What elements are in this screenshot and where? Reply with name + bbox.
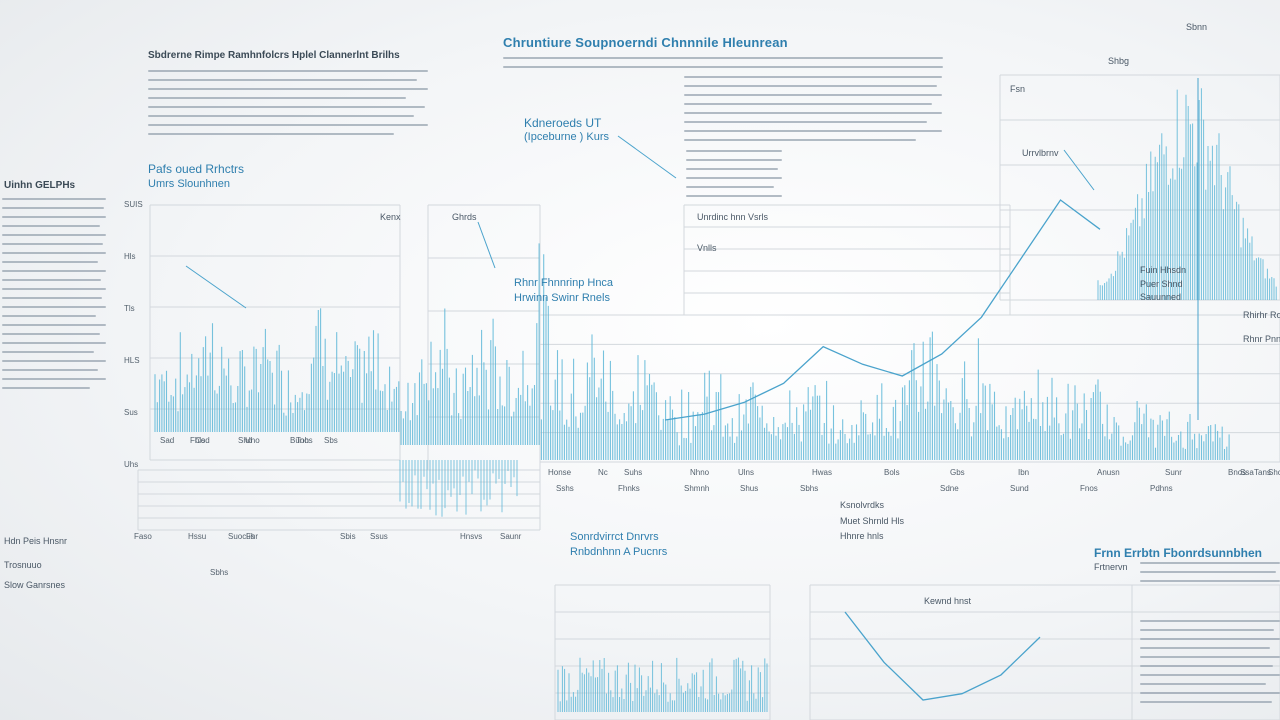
x-tick-label: Anusn xyxy=(1097,468,1120,477)
bottom-mid-sub: Rnbdnhnn A Pucnrs xyxy=(570,546,668,558)
top-right-label: Sbnn xyxy=(1186,22,1208,32)
paragraph-main xyxy=(503,57,943,75)
x-tick-label: Ibn xyxy=(1018,468,1030,477)
x-tick-label: Sshs xyxy=(556,484,574,493)
fsn-label: Fsn xyxy=(1010,84,1026,94)
left-ghrds-label: Ghrds xyxy=(452,212,477,222)
paragraph-left xyxy=(148,70,428,142)
x-tick-label: Fhr xyxy=(246,532,258,541)
x-tick-label: Shus xyxy=(740,484,759,493)
right-tiny-label-2: Rhnr Pnn xyxy=(1243,334,1280,344)
x-tick-label: Tans xyxy=(1254,468,1271,477)
bottom-mid-title: Sonrdvirrct Dnrvrs xyxy=(570,531,659,543)
x-tick-label: Ssa xyxy=(1240,468,1254,477)
y-tick-label: SUIS xyxy=(124,200,143,209)
x-tick-label: Nc xyxy=(598,468,608,477)
x-tick-label: Shcs xyxy=(1268,468,1280,477)
bundle-label: Unrdinc hnn Vsrls xyxy=(697,212,769,222)
y-tick-label: HLS xyxy=(124,356,140,365)
leader-line xyxy=(185,265,247,309)
bundle-sub-label: Vnlls xyxy=(697,243,717,253)
x-tick-label: Bols xyxy=(884,468,900,477)
right-fin-label-3: Sauunned xyxy=(1140,292,1182,302)
right-tiny-label: Rhirhr Ronr xyxy=(1243,310,1280,320)
paragraph-left-panel xyxy=(2,198,106,396)
x-tick-label: Sho xyxy=(238,436,253,445)
x-tick-label: Toh xyxy=(296,436,309,445)
left-kinx-label: Kenx xyxy=(380,212,401,222)
x-tick-label: Honse xyxy=(548,468,572,477)
bottom-left-label-1: Hdn Peis Hnsnr xyxy=(4,536,68,546)
x-tick-label: Uho xyxy=(245,436,260,445)
kand-label-1: Ksnolvrdks xyxy=(840,500,885,510)
x-tick-label: Sunr xyxy=(1165,468,1182,477)
top-right-label-2: Shbg xyxy=(1108,56,1130,66)
x-tick-label: Hssu xyxy=(188,532,207,541)
trend-line xyxy=(664,199,1101,421)
left-panel-title: Uinhn GELPHs xyxy=(4,180,76,191)
paragraph-main-2 xyxy=(684,76,942,148)
x-tick-label: Hwas xyxy=(812,468,833,477)
bottom-sbhs-label: Sbhs xyxy=(210,568,229,577)
key-label: Kdneroeds UT xyxy=(524,116,602,130)
right-peak-label: Urrvlbrnv xyxy=(1022,148,1059,158)
bottom-left-label-3: Slow Ganrsnes xyxy=(4,580,66,590)
y-tick-label: Tls xyxy=(124,304,135,313)
x-tick-label: Bnos xyxy=(1228,468,1247,477)
x-tick-label: Hnsvs xyxy=(460,532,483,541)
bars-layer xyxy=(154,88,1277,712)
left-sub-title: Pafs oued Rrhctrs xyxy=(148,162,245,176)
x-tick-label: Fhnks xyxy=(618,484,640,493)
kand-label-3: Hhnre hnls xyxy=(840,531,884,541)
x-tick-label: Sbis xyxy=(340,532,356,541)
y-tick-label: Sus xyxy=(124,408,138,417)
mid-label: Rhnr Fhnnrinp Hnca xyxy=(514,277,614,289)
x-tick-label: Bunos xyxy=(290,436,313,445)
x-tick-label: Sbhs xyxy=(800,484,819,493)
x-tick-label: Gbs xyxy=(950,468,965,477)
paragraph-bottom-right-2 xyxy=(1140,620,1280,710)
x-tick-label: Nhno xyxy=(690,468,710,477)
x-tick-label: Faso xyxy=(134,532,152,541)
left-sub-sub: Umrs Slounhnen xyxy=(148,178,230,190)
x-tick-label: Sad xyxy=(160,436,175,445)
bottom-right-sub: Frtnervn xyxy=(1094,562,1128,572)
right-fin-label-2: Puer Shnd xyxy=(1140,279,1183,289)
x-tick-label: Ulns xyxy=(738,468,755,477)
x-tick-label: Fnos xyxy=(1080,484,1098,493)
x-tick-label: Pdhns xyxy=(1150,484,1173,493)
lines-layer xyxy=(185,78,1199,701)
leader-line xyxy=(1063,149,1095,191)
y-tick-label: Hls xyxy=(124,252,136,261)
x-tick-label: Sbs xyxy=(324,436,338,445)
y-tick-label: Uhs xyxy=(124,460,139,469)
x-tick-label: Shmnh xyxy=(684,484,710,493)
bottom-trend-line xyxy=(844,611,1041,701)
x-tick-label: Sdne xyxy=(940,484,959,493)
left-title: Sbdrerne Rimpe Ramhnfolcrs Hplel Clanner… xyxy=(148,50,400,61)
mid-sub-label: Hrwinn Swinr Rnels xyxy=(514,292,610,304)
x-tick-label: Cod xyxy=(195,436,210,445)
right-fin-label: Fuin Hhsdn xyxy=(1140,265,1187,275)
x-tick-label: Sund xyxy=(1010,484,1029,493)
x-tick-label: Ssus xyxy=(370,532,388,541)
key-sub-label: (Ipceburne ) Kurs xyxy=(524,131,609,143)
leader-line xyxy=(617,135,677,179)
leader-line xyxy=(477,221,496,269)
paragraph-small xyxy=(686,150,782,204)
bottom-left-label-2: Trosnuuo xyxy=(4,560,42,570)
x-tick-label: Suhs xyxy=(624,468,643,477)
kand-label-2: Muet Shrnld Hls xyxy=(840,516,905,526)
paragraph-bottom-right xyxy=(1140,562,1280,589)
bottom-right-title: Frnn Errbtn Fbonrdsunnbhen xyxy=(1094,546,1262,560)
bottom-chart-label: Kewnd hnst xyxy=(924,596,972,606)
x-tick-label: Fhls xyxy=(190,436,206,445)
x-tick-label: Saunr xyxy=(500,532,522,541)
x-tick-label: Suocus xyxy=(228,532,255,541)
main-title: Chruntiure Soupnoerndi Chnnnile Hleunrea… xyxy=(503,35,788,50)
